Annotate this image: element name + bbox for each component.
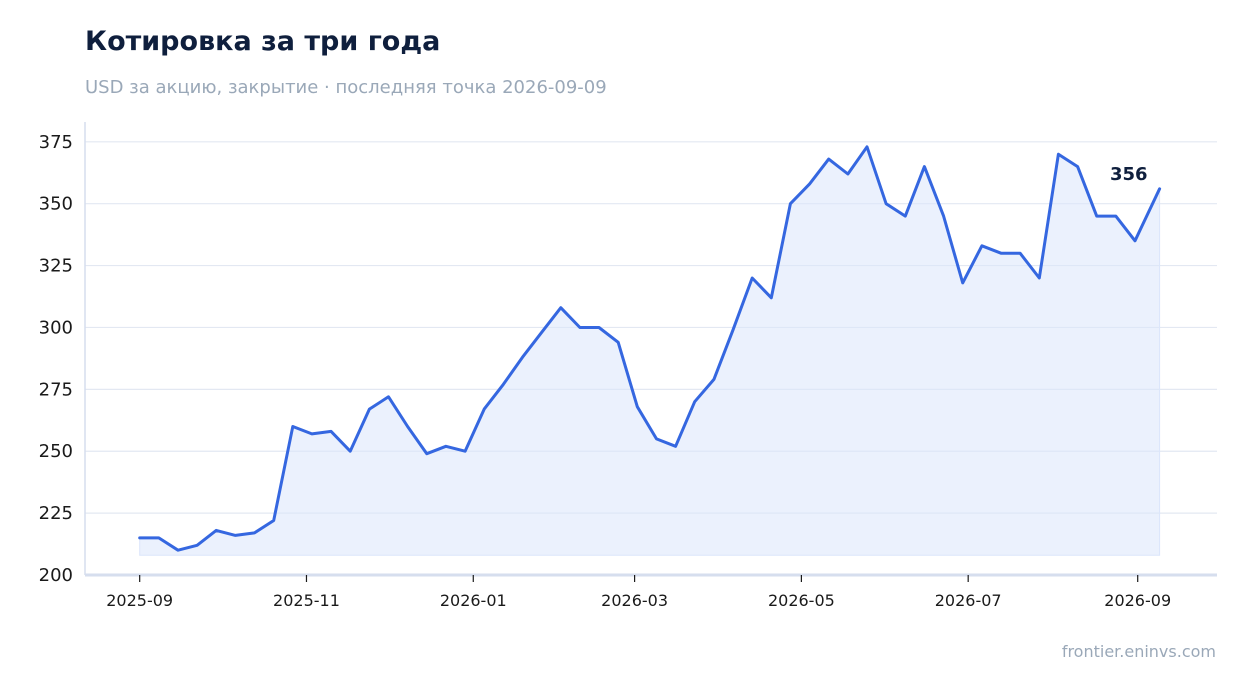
x-tick-label: 2026-05: [768, 591, 835, 610]
x-tick-label: 2026-01: [440, 591, 507, 610]
y-tick-label: 350: [39, 194, 73, 215]
y-tick-label: 300: [39, 317, 73, 338]
price-series: [138, 145, 1162, 556]
y-tick-label: 325: [39, 256, 73, 277]
axes: [84, 122, 1217, 577]
x-tick-label: 2026-07: [935, 591, 1002, 610]
x-tick-label: 2026-09: [1104, 591, 1171, 610]
y-tick-label: 200: [39, 565, 73, 586]
chart-subtitle: USD за акцию, закрытие · последняя точка…: [85, 77, 607, 98]
x-tick-label: 2026-03: [601, 591, 668, 610]
y-tick-label: 250: [39, 441, 73, 462]
y-tick-label: 275: [39, 379, 73, 400]
y-axis-ticks: 200 225 250 275 300 325 350 375: [39, 132, 73, 586]
x-tick-label: 2025-09: [106, 591, 173, 610]
source-credit: frontier.eninvs.com: [1061, 642, 1216, 661]
x-tick-label: 2025-11: [273, 591, 340, 610]
chart-title: Котировка за три года: [85, 26, 441, 57]
y-tick-label: 375: [39, 132, 73, 153]
last-value-annotation: 356: [1110, 164, 1148, 185]
y-tick-label: 225: [39, 503, 73, 524]
price-line: [138, 145, 1162, 552]
price-area: [139, 145, 1161, 556]
last-value-label: 356: [1110, 164, 1148, 185]
x-axis-ticks: 2025-09 2025-11 2026-01 2026-03 2026-05 2026-…: [106, 575, 1171, 610]
